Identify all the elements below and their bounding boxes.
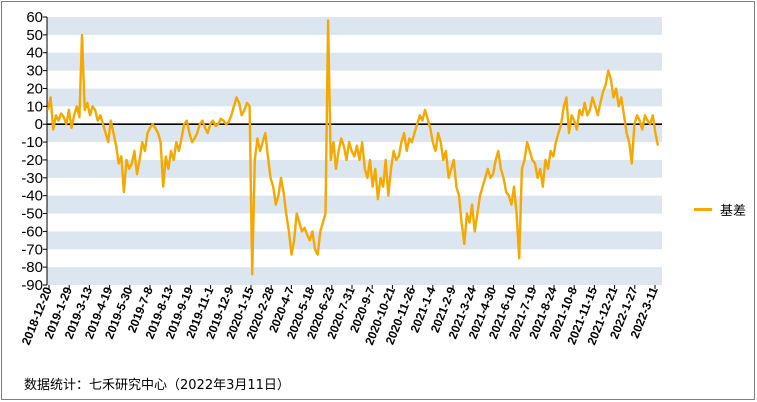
grid-band xyxy=(47,231,662,250)
y-tick-label: 0 xyxy=(35,116,43,133)
y-tick-label: 10 xyxy=(26,98,43,115)
y-tick-label: -50 xyxy=(21,206,43,223)
x-axis-ticks: 2018-12-202019-1-292019-3-132019-4-19201… xyxy=(19,285,661,347)
grid-band xyxy=(47,195,662,214)
y-tick-label: -80 xyxy=(21,259,43,276)
y-tick-label: -30 xyxy=(21,170,43,187)
y-tick-label: -70 xyxy=(21,241,43,258)
grid-band xyxy=(47,267,662,285)
y-tick-label: 20 xyxy=(26,80,43,97)
grid-band xyxy=(47,17,662,35)
y-tick-label: -60 xyxy=(21,223,43,240)
series-line-0 xyxy=(46,19,660,276)
grid-band xyxy=(47,88,662,107)
y-tick-label: -40 xyxy=(21,188,43,205)
y-tick-label: 50 xyxy=(26,27,43,44)
source-note: 数据统计：七禾研究中心（2022年3月11日） xyxy=(24,378,290,393)
grid-band xyxy=(47,124,662,143)
y-tick-label: -90 xyxy=(21,277,43,294)
y-tick-label: -20 xyxy=(21,152,43,169)
y-tick-label: 60 xyxy=(26,9,43,26)
grid-bands xyxy=(47,17,662,285)
y-tick-label: -10 xyxy=(21,134,43,151)
grid-band xyxy=(47,159,662,178)
grid-band xyxy=(47,52,662,71)
legend: 基差 xyxy=(694,200,746,219)
y-tick-label: 30 xyxy=(26,63,43,80)
series-group xyxy=(46,19,660,276)
y-tick-label: 40 xyxy=(26,45,43,62)
legend-swatch xyxy=(694,208,712,211)
legend-label-basis: 基差 xyxy=(720,204,747,219)
